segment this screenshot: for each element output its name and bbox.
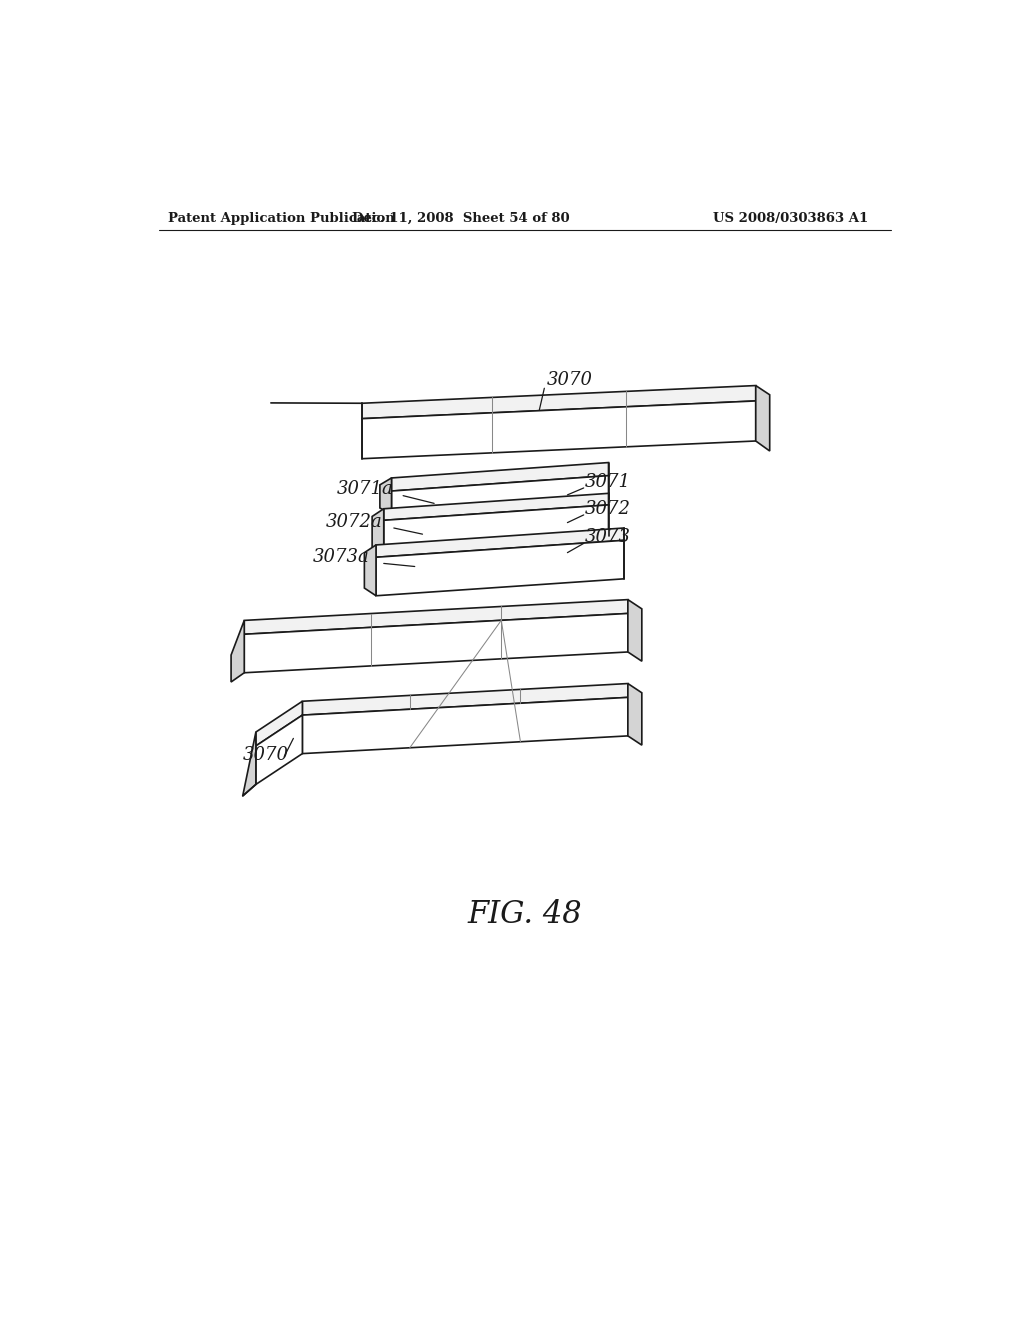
Polygon shape	[365, 545, 376, 595]
Polygon shape	[256, 701, 302, 746]
Text: 3073a: 3073a	[312, 548, 370, 566]
Polygon shape	[256, 715, 302, 784]
Text: 3072a: 3072a	[326, 513, 382, 531]
Polygon shape	[380, 478, 391, 515]
Text: 3073: 3073	[586, 528, 631, 546]
Polygon shape	[756, 385, 770, 451]
Text: Dec. 11, 2008  Sheet 54 of 80: Dec. 11, 2008 Sheet 54 of 80	[352, 213, 570, 224]
Polygon shape	[628, 599, 642, 661]
Text: US 2008/0303863 A1: US 2008/0303863 A1	[713, 213, 868, 224]
Polygon shape	[376, 540, 624, 595]
Polygon shape	[243, 733, 256, 796]
Text: Patent Application Publication: Patent Application Publication	[168, 213, 395, 224]
Text: 3071a: 3071a	[337, 480, 394, 499]
Polygon shape	[391, 475, 608, 515]
Polygon shape	[245, 614, 628, 673]
Polygon shape	[302, 684, 628, 715]
Polygon shape	[628, 684, 642, 744]
Polygon shape	[362, 385, 756, 418]
Text: FIG. 48: FIG. 48	[468, 899, 582, 931]
Text: 3072: 3072	[586, 500, 631, 517]
Polygon shape	[245, 599, 628, 635]
Text: 3070: 3070	[243, 746, 289, 764]
Polygon shape	[362, 401, 756, 459]
Polygon shape	[384, 506, 608, 552]
Text: 3071: 3071	[586, 473, 631, 491]
Polygon shape	[302, 697, 628, 754]
Polygon shape	[376, 528, 624, 557]
Polygon shape	[384, 494, 608, 520]
Polygon shape	[391, 462, 608, 491]
Polygon shape	[231, 620, 245, 682]
Text: 3070: 3070	[547, 371, 593, 389]
Polygon shape	[372, 508, 384, 552]
